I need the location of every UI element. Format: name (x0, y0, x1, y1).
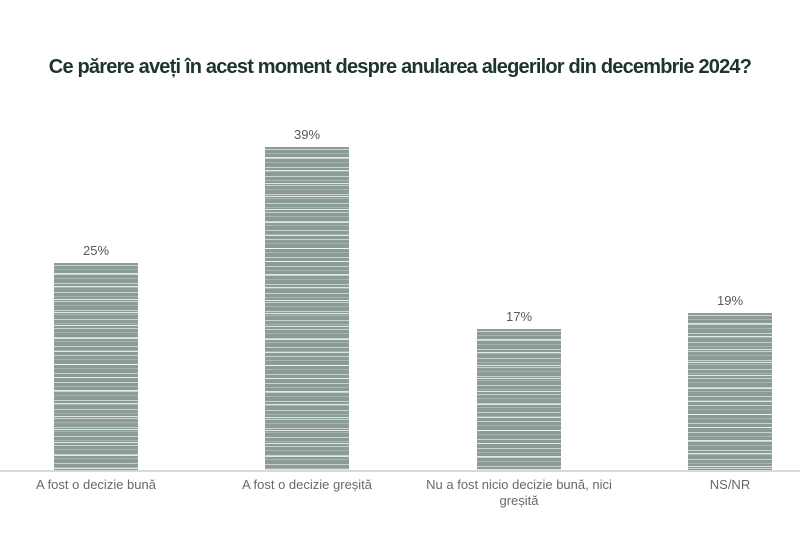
bar-3 (477, 329, 561, 470)
bar-value-label: 39% (293, 127, 321, 142)
category-label: A fost o decizie bună (36, 477, 156, 492)
bar-value-label: 17% (505, 309, 533, 324)
bar-value-label: 19% (716, 293, 744, 308)
bar-value-label: 25% (82, 243, 110, 258)
bar-1 (54, 263, 138, 470)
category-label: Nu a fost nicio decizie bună, nici greși… (426, 477, 612, 508)
x-axis-line (0, 470, 800, 472)
category-label: A fost o decizie greșită (241, 477, 373, 492)
chart-title: Ce părere aveți în acest moment despre a… (48, 56, 752, 78)
category-label: NS/NR (709, 477, 751, 492)
bar-4 (688, 313, 772, 470)
bar-2 (265, 147, 349, 470)
